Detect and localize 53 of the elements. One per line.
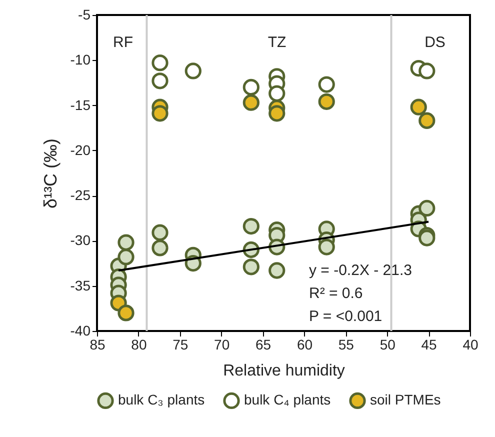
point (118, 304, 134, 322)
x-tick-label: 85 (90, 336, 106, 352)
x-axis-title: Relative humidity (223, 362, 345, 380)
point (242, 94, 260, 111)
annotation: y = -0.2X - 21.3 (309, 262, 412, 279)
x-tick-label: 70 (214, 336, 230, 352)
x-tick-label: 55 (338, 336, 354, 352)
annotation: RF (113, 34, 133, 51)
x-tick-label: 65 (255, 336, 272, 352)
y-tick-label: -15 (70, 96, 91, 113)
point (418, 112, 436, 129)
y-tick-label: -25 (70, 187, 91, 204)
annotation: P = <0.001 (309, 308, 382, 325)
point (242, 78, 260, 96)
y-axis-title: δ¹³C (‰) (40, 138, 60, 208)
point (418, 230, 436, 246)
legend-label: soil PTMEs (370, 392, 441, 408)
x-tick-label: 80 (131, 336, 147, 352)
legend-label: bulk C₄ plants (244, 392, 331, 408)
x-tick-label: 75 (172, 336, 188, 352)
point (268, 85, 286, 102)
y-tick-label: -30 (70, 232, 91, 248)
point (268, 105, 286, 122)
point (318, 238, 335, 256)
x-tick-label: 50 (380, 336, 396, 352)
x-tick-label: 40 (462, 336, 478, 352)
point (152, 105, 168, 122)
point (242, 218, 260, 235)
y-tick-label: -35 (70, 277, 91, 294)
y-tick-label: -20 (70, 142, 91, 158)
annotation: DS (424, 34, 446, 51)
x-tick-label: 60 (296, 336, 313, 352)
point (242, 258, 260, 276)
point (318, 76, 335, 93)
legend-label: bulk C₃ plants (118, 392, 205, 408)
point (418, 200, 436, 217)
y-tick-label: -40 (70, 322, 91, 338)
y-tick-label: -5 (78, 6, 91, 22)
point (118, 248, 134, 266)
point (152, 240, 168, 256)
point (410, 98, 427, 116)
point (152, 224, 168, 241)
point (418, 62, 436, 80)
point (318, 93, 335, 110)
annotation: TZ (268, 34, 286, 51)
x-tick-label: 45 (421, 336, 438, 352)
point (152, 72, 168, 90)
point (152, 54, 168, 72)
y-tick-label: -10 (70, 52, 91, 68)
annotation: R² = 0.6 (309, 285, 363, 302)
point (118, 234, 134, 251)
point (184, 62, 202, 80)
point (268, 262, 286, 279)
